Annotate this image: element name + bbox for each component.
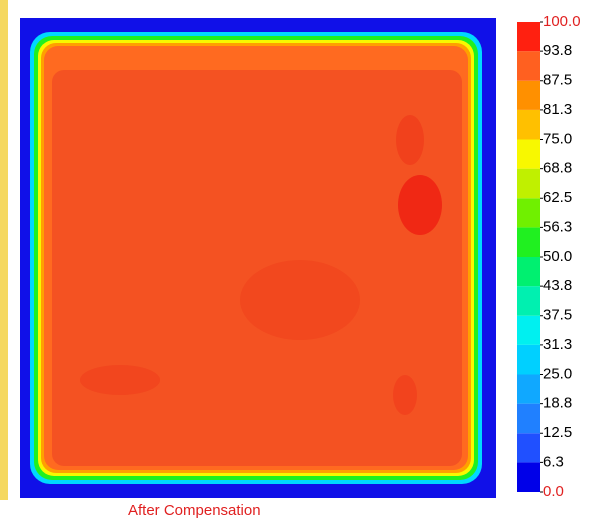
colorbar-segment xyxy=(517,51,540,81)
colorbar-label: 68.8 xyxy=(543,160,572,177)
colorbar-segment xyxy=(517,433,540,463)
colorbar-segment xyxy=(517,168,540,199)
frame-strip xyxy=(0,0,8,500)
colorbar-label: 43.8 xyxy=(543,277,572,294)
colorbar-segment xyxy=(517,315,540,345)
colorbar-label: 81.3 xyxy=(543,101,572,118)
hot-spot xyxy=(80,365,160,395)
colorbar-segment xyxy=(517,109,540,140)
colorbar-label: 0.0 xyxy=(543,483,564,500)
colorbar-segment xyxy=(517,22,540,52)
hot-spot xyxy=(393,375,417,415)
colorbar-segment xyxy=(517,198,540,228)
colorbar-label: 37.5 xyxy=(543,307,572,324)
colorbar-segment xyxy=(517,374,540,404)
colorbar-label: 62.5 xyxy=(543,189,572,206)
colorbar-label: 6.3 xyxy=(543,453,564,470)
colorbar-segment xyxy=(517,403,540,434)
colorbar-label: 12.5 xyxy=(543,424,572,441)
colorbar-label: 31.3 xyxy=(543,336,572,353)
hot-spot xyxy=(398,175,442,235)
colorbar-segment xyxy=(517,257,540,287)
colorbar-segment xyxy=(517,227,540,257)
hot-spot xyxy=(240,260,360,340)
colorbar-label: 56.3 xyxy=(543,218,572,235)
colorbar-label: 100.0 xyxy=(543,13,581,30)
colorbar-label: 25.0 xyxy=(543,365,572,382)
hot-spot xyxy=(396,115,424,165)
colorbar-segment xyxy=(517,139,540,169)
colorbar-label: 87.5 xyxy=(543,72,572,89)
colorbar-segment xyxy=(517,286,540,316)
colorbar-label: 75.0 xyxy=(543,130,572,147)
colorbar-segment xyxy=(517,80,540,110)
map-contour xyxy=(52,70,462,466)
colorbar-segment xyxy=(517,344,540,375)
caption: After Compensation xyxy=(128,502,261,519)
colorbar-label: 50.0 xyxy=(543,248,572,265)
colorbar-label: 93.8 xyxy=(543,42,572,59)
colorbar-label: 18.8 xyxy=(543,395,572,412)
colorbar-segment xyxy=(517,462,540,492)
